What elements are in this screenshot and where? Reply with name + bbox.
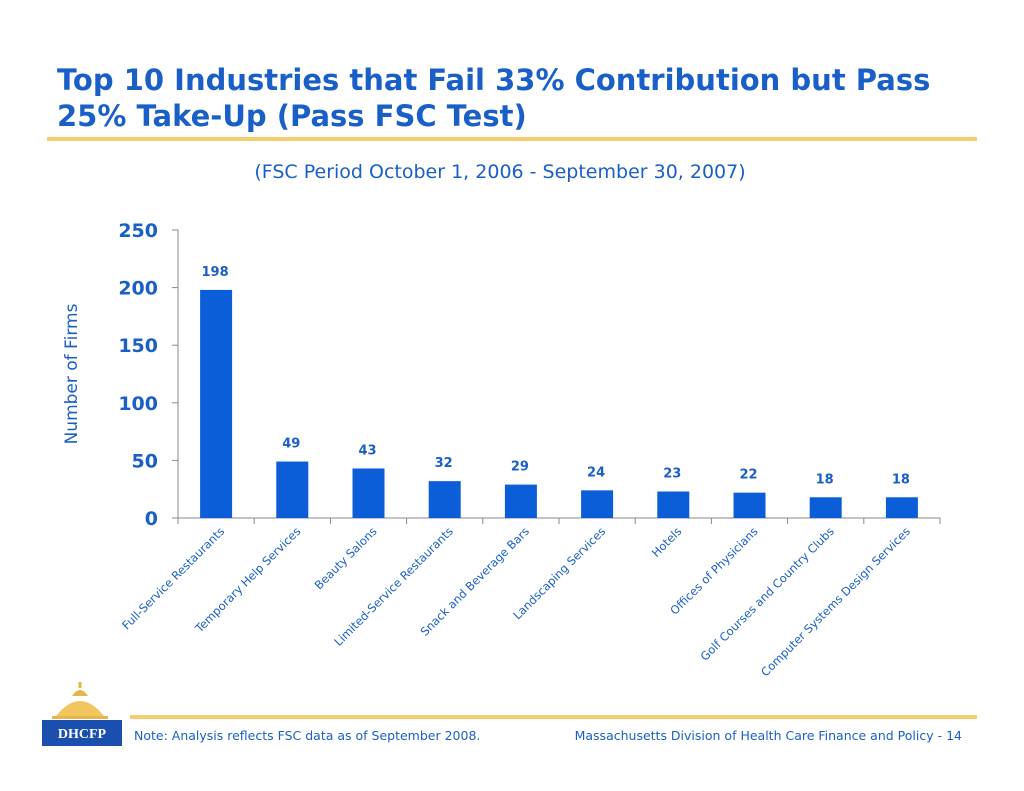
bar [352, 468, 385, 518]
logo-text: DHCFP [58, 727, 107, 742]
data-label: 24 [587, 465, 605, 480]
category-label: Hotels [649, 524, 685, 560]
footer-source: Massachusetts Division of Health Care Fi… [574, 728, 962, 743]
title-divider [47, 137, 977, 141]
footer-note: Note: Analysis reflects FSC data as of S… [134, 728, 481, 743]
bar [276, 461, 309, 518]
y-tick-label: 200 [118, 278, 158, 300]
slide-title: Top 10 Industries that Fail 33% Contribu… [57, 63, 931, 133]
data-label: 18 [892, 472, 910, 487]
y-tick-label: 250 [118, 220, 158, 242]
footer-divider [130, 715, 977, 719]
bar [885, 497, 918, 518]
chart-subtitle: (FSC Period October 1, 2006 - September … [254, 161, 746, 183]
state-house-dome-icon [52, 682, 108, 719]
bar [809, 497, 842, 518]
data-label: 43 [358, 443, 376, 458]
bar [428, 481, 461, 518]
data-label: 18 [816, 472, 834, 487]
category-label: Golf Courses and Country Clubs [697, 524, 836, 663]
data-label: 22 [739, 468, 757, 483]
category-label: Computer Systems Design Services [758, 524, 913, 679]
y-tick-label: 0 [145, 508, 158, 530]
y-tick-label: 50 [132, 450, 158, 472]
y-tick-label: 100 [118, 393, 158, 415]
y-axis-label: Number of Firms [62, 303, 82, 444]
category-label: Beauty Salons [312, 524, 380, 592]
bar [733, 492, 766, 518]
bar [504, 484, 537, 518]
bar [657, 491, 690, 518]
data-label: 23 [663, 467, 681, 482]
dhcfp-logo: DHCFP [42, 682, 122, 746]
bar [200, 289, 233, 518]
data-label: 198 [202, 265, 229, 280]
y-tick-label: 150 [118, 335, 158, 357]
data-label: 32 [435, 456, 453, 471]
data-label: 49 [282, 437, 300, 452]
bar [581, 490, 614, 518]
logo-box [42, 720, 122, 746]
data-label: 29 [511, 460, 529, 475]
